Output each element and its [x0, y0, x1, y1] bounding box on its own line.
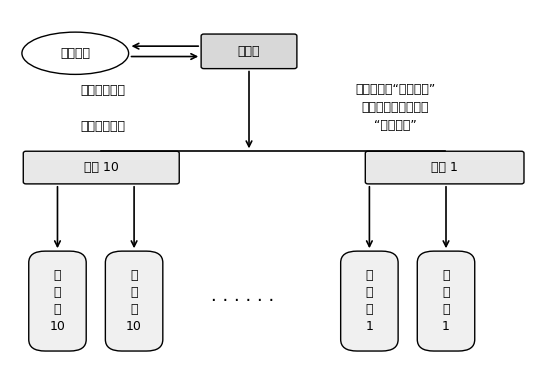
- Text: 电
流
板
1: 电 流 板 1: [365, 269, 373, 333]
- FancyBboxPatch shape: [23, 151, 179, 184]
- Text: 电
流
板
10: 电 流 板 10: [50, 269, 65, 333]
- Text: 工业电脑: 工业电脑: [60, 47, 90, 60]
- FancyBboxPatch shape: [365, 151, 524, 184]
- Text: 电
芯
板
1: 电 芯 板 1: [442, 269, 450, 333]
- Text: 电
芯
板
10: 电 芯 板 10: [126, 269, 142, 333]
- FancyBboxPatch shape: [106, 251, 163, 351]
- FancyBboxPatch shape: [417, 251, 475, 351]
- Text: 通道 1: 通道 1: [431, 161, 458, 174]
- Ellipse shape: [22, 32, 129, 74]
- FancyBboxPatch shape: [340, 251, 398, 351]
- Text: 通过串口信号

数据来回传输: 通过串口信号 数据来回传输: [80, 84, 125, 134]
- Text: 主控板: 主控板: [238, 45, 260, 58]
- FancyBboxPatch shape: [201, 34, 297, 68]
- FancyBboxPatch shape: [29, 251, 86, 351]
- Text: · · · · · ·: · · · · · ·: [211, 292, 274, 310]
- Text: 通道 10: 通道 10: [84, 161, 119, 174]
- Text: 主控板通过“发送信号”
驱使控制测试板测试
“产品项目”: 主控板通过“发送信号” 驱使控制测试板测试 “产品项目”: [355, 82, 436, 132]
